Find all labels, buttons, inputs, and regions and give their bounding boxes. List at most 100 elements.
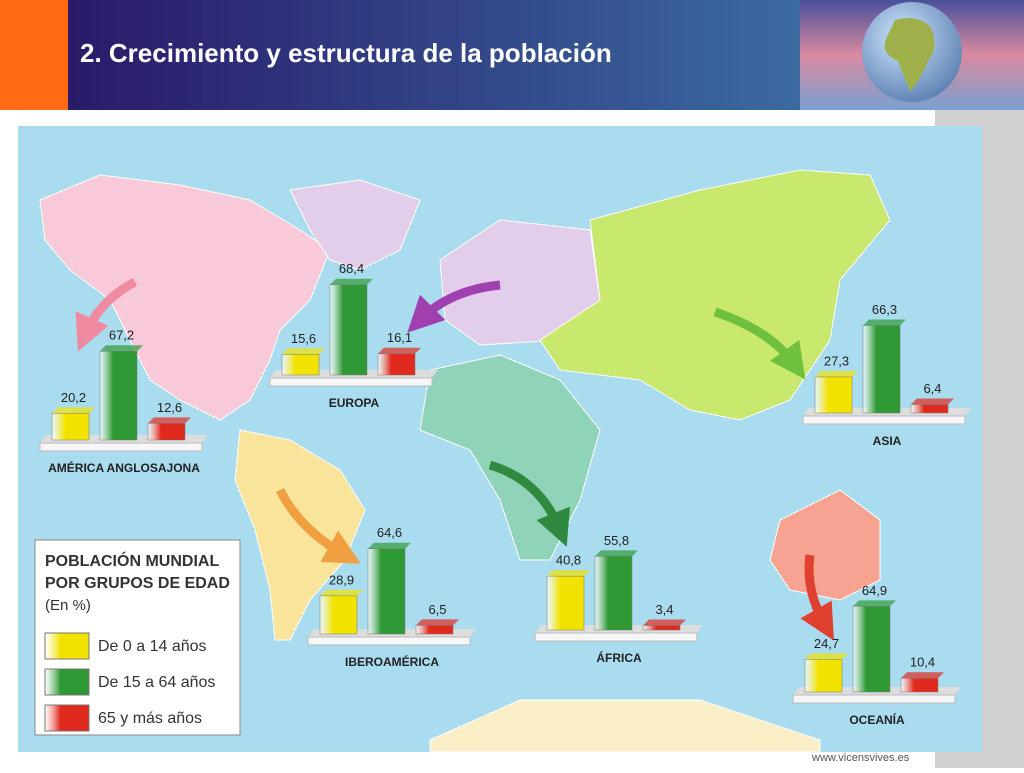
value-label: 3,4 bbox=[655, 602, 673, 617]
bar-top bbox=[368, 542, 411, 549]
region-label: AMÉRICA ANGLOSAJONA bbox=[48, 460, 200, 475]
region-chart: 40,8 55,8 3,4 ÁFRICA bbox=[534, 533, 703, 665]
legend-title: POR GRUPOS DE EDAD bbox=[45, 575, 230, 592]
bar-top bbox=[52, 407, 95, 414]
bar bbox=[594, 556, 633, 631]
bar bbox=[852, 606, 891, 693]
arrows bbox=[75, 277, 834, 641]
bar bbox=[642, 625, 681, 631]
bar-top bbox=[853, 600, 896, 607]
value-label: 12,6 bbox=[157, 400, 182, 415]
value-label: 16,1 bbox=[387, 330, 412, 345]
value-label: 24,7 bbox=[814, 636, 839, 651]
bar-top bbox=[911, 398, 954, 405]
arrow bbox=[275, 487, 361, 564]
legend-label: De 0 a 14 años bbox=[98, 638, 207, 655]
south-america bbox=[234, 429, 366, 641]
bar bbox=[546, 575, 585, 631]
bar bbox=[900, 678, 939, 693]
bar-top bbox=[100, 345, 143, 352]
value-label: 15,6 bbox=[291, 331, 316, 346]
bar bbox=[367, 548, 406, 635]
bar bbox=[147, 423, 186, 441]
platform-front bbox=[307, 636, 471, 646]
value-label: 6,5 bbox=[428, 602, 446, 617]
value-label: 55,8 bbox=[604, 533, 629, 548]
greenland bbox=[289, 179, 421, 271]
platform-front bbox=[792, 694, 956, 704]
value-label: 6,4 bbox=[923, 381, 941, 396]
bar-top bbox=[595, 550, 638, 557]
value-label: 67,2 bbox=[109, 328, 134, 343]
bar-top bbox=[330, 278, 373, 285]
bar bbox=[99, 351, 138, 441]
bar-top bbox=[863, 319, 906, 326]
globe-land bbox=[884, 18, 935, 91]
arrow bbox=[713, 307, 806, 380]
legend-label: 65 y más años bbox=[98, 710, 202, 727]
bar-top bbox=[547, 570, 590, 577]
region-chart: 28,9 64,6 6,5 IBEROAMÉRICA bbox=[307, 525, 476, 669]
bar-top bbox=[148, 417, 191, 424]
bar-top bbox=[282, 348, 325, 355]
value-label: 27,3 bbox=[824, 353, 849, 368]
bar-top bbox=[378, 347, 421, 354]
arrow bbox=[407, 280, 501, 333]
value-label: 28,9 bbox=[329, 572, 354, 587]
bar-top bbox=[901, 672, 944, 679]
legend-title: POBLACIÓN MUNDIAL bbox=[45, 551, 219, 570]
header-bar bbox=[68, 0, 800, 110]
region-label: ÁFRICA bbox=[596, 650, 642, 665]
slide-title: 2. Crecimiento y estructura de la poblac… bbox=[80, 38, 612, 68]
bar bbox=[862, 325, 901, 414]
value-label: 10,4 bbox=[910, 655, 935, 670]
value-label: 68,4 bbox=[339, 261, 364, 276]
arrow bbox=[800, 554, 834, 641]
bar bbox=[415, 625, 454, 635]
legend-unit: (En %) bbox=[45, 597, 91, 614]
bar bbox=[329, 284, 368, 376]
region-label: OCEANÍA bbox=[849, 712, 905, 727]
header-accent bbox=[0, 0, 68, 110]
bar bbox=[319, 595, 358, 635]
arrow bbox=[488, 460, 571, 547]
australia bbox=[769, 489, 881, 601]
bar bbox=[281, 354, 320, 376]
legend-swatch bbox=[44, 704, 90, 732]
region-label: EUROPA bbox=[329, 396, 380, 410]
antarctica bbox=[429, 699, 821, 753]
region-chart: 24,7 64,9 10,4 OCEANÍA bbox=[792, 583, 961, 727]
legend: POBLACIÓN MUNDIAL POR GRUPOS DE EDAD (En %… bbox=[34, 539, 241, 736]
bar-top bbox=[416, 619, 459, 626]
footer-url: www.vicensvives.es bbox=[811, 752, 910, 764]
arrow bbox=[75, 277, 138, 352]
legend-swatch bbox=[44, 632, 90, 660]
legend-swatch bbox=[44, 668, 90, 696]
bar bbox=[51, 413, 90, 441]
bar bbox=[814, 376, 853, 414]
bar-top bbox=[643, 619, 686, 626]
region-label: IBEROAMÉRICA bbox=[345, 654, 439, 669]
platform-front bbox=[802, 415, 966, 425]
region-chart: 20,2 67,2 12,6 AMÉRICA ANGLOSAJONA bbox=[39, 328, 208, 475]
bar bbox=[804, 659, 843, 693]
region-chart: 27,3 66,3 6,4 ASIA bbox=[802, 302, 971, 448]
north-america bbox=[39, 174, 331, 421]
region-chart: 15,6 68,4 16,1 EUROPA bbox=[269, 261, 438, 410]
legend-label: De 15 a 64 años bbox=[98, 674, 215, 691]
value-label: 66,3 bbox=[872, 302, 897, 317]
value-label: 20,2 bbox=[61, 390, 86, 405]
platform-front bbox=[39, 442, 203, 452]
bar-top bbox=[805, 653, 848, 660]
bar-top bbox=[320, 589, 363, 596]
platform-front bbox=[534, 632, 698, 642]
value-label: 40,8 bbox=[556, 553, 581, 568]
value-label: 64,9 bbox=[862, 583, 887, 598]
bar bbox=[377, 353, 416, 376]
bar bbox=[910, 404, 949, 414]
bar-top bbox=[815, 370, 858, 377]
region-label: ASIA bbox=[873, 434, 902, 448]
